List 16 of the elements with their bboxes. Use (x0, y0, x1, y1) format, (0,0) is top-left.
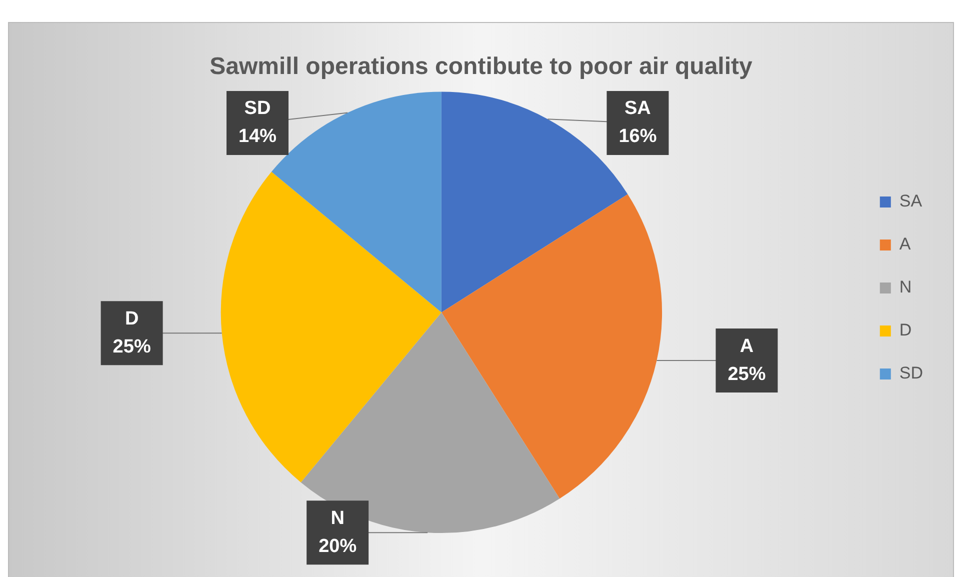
legend-label: D (899, 320, 912, 340)
legend-label: A (899, 234, 912, 254)
data-label: 20% (318, 536, 357, 557)
data-label: 14% (238, 126, 277, 148)
slice-label: SD (244, 98, 271, 120)
legend-label: SD (899, 364, 924, 383)
chart-title: Sawmill operations contibute to poor air quality (210, 53, 754, 80)
slice-label: A (740, 336, 754, 357)
data-label: 25% (112, 336, 151, 358)
legend-label: SA (899, 192, 923, 211)
slice-label: N (330, 508, 344, 529)
slice-label: SA (624, 98, 652, 120)
data-label: 25% (728, 364, 766, 385)
data-label: 16% (618, 126, 657, 148)
legend-label: N (899, 278, 912, 297)
slice-label: D (124, 308, 139, 330)
